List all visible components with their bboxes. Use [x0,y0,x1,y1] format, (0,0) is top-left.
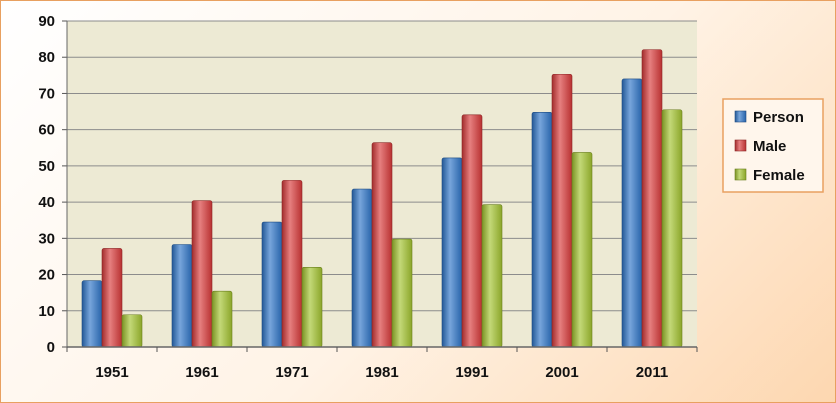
x-tick-label: 2001 [545,364,578,381]
x-tick-label: 1951 [95,364,128,381]
y-tick-label: 80 [38,49,55,66]
x-tick-label: 1961 [185,364,218,381]
bar-male-1961 [191,200,213,348]
axes: 0 10 20 30 40 50 60 70 80 90 1951 1961 1971 1981 1991 2… [38,13,698,381]
bar-male-1971 [281,180,303,348]
bar-female-1971 [301,267,323,348]
bar-female-2011 [661,109,683,348]
legend-swatch-person [734,110,747,123]
bar-male-1981 [371,142,393,348]
y-tick-label: 90 [38,13,55,30]
y-tick-label: 30 [38,230,55,247]
x-tick-label: 1981 [365,364,398,381]
bar-female-1991 [481,204,503,348]
legend-label-female: Female [753,167,805,184]
legend-label-male: Male [753,138,786,155]
y-tick-label: 70 [38,85,55,102]
bar-person-2001 [531,111,553,348]
y-tick-label: 50 [38,158,55,175]
x-tick-label: 2011 [636,364,669,381]
y-tick-label: 10 [38,303,55,320]
bar-male-2011 [641,49,663,348]
bar-male-1991 [461,114,483,348]
bar-male-2001 [551,73,573,348]
legend: Person Male Female [722,98,824,193]
legend-label-person: Person [753,109,804,126]
bar-person-1961 [171,244,193,348]
bar-person-1991 [441,157,463,348]
bar-person-1951 [81,280,103,348]
y-tick-label: 20 [38,267,55,284]
bar-person-1981 [351,188,373,348]
legend-swatch-female [734,168,747,181]
bar-female-1961 [211,290,233,348]
y-tick-label: 40 [38,194,55,211]
bar-female-1951 [121,314,143,348]
bar-male-1951 [101,248,123,348]
x-tick-label: 1991 [455,364,488,381]
bar-female-2001 [571,152,593,348]
y-tick-label: 60 [38,122,55,139]
bar-person-2011 [621,78,643,348]
bar-female-1981 [391,238,413,348]
bars [81,49,683,348]
x-tick-label: 1971 [275,364,308,381]
bar-person-1971 [261,221,283,348]
legend-swatch-male [734,139,747,152]
y-tick-label: 0 [47,339,55,356]
